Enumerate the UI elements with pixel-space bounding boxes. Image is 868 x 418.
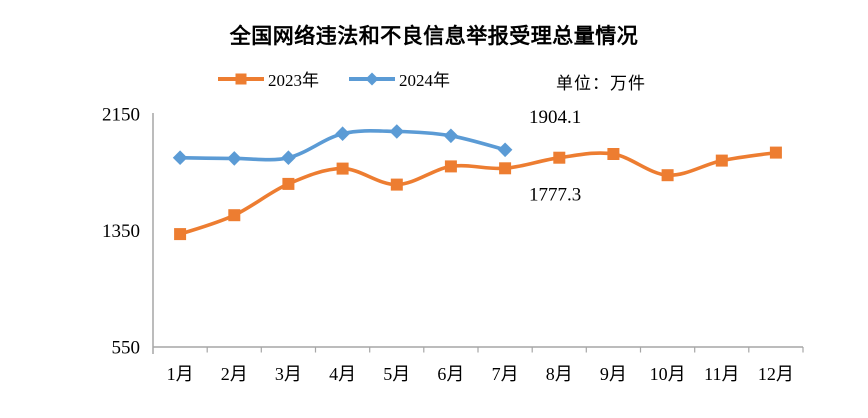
data-point-square-marker (499, 162, 512, 175)
data-point-square-marker (444, 160, 457, 173)
x-tick-label: 4月 (329, 364, 356, 384)
x-tick-label: 7月 (492, 364, 519, 384)
data-point-square-marker (336, 162, 349, 175)
data-point-square-marker (553, 151, 566, 164)
series-2024年: 1904.1 (172, 107, 581, 166)
data-point-square-marker (282, 177, 295, 190)
chart-title: 全国网络违法和不良信息举报受理总量情况 (229, 25, 639, 48)
data-point-diamond-marker (281, 150, 296, 165)
x-tick-label: 1月 (167, 364, 194, 384)
data-point-diamond-marker (389, 124, 405, 139)
data-point-diamond-marker (443, 128, 459, 144)
series-line (178, 150, 778, 236)
data-label: 1777.3 (529, 184, 581, 205)
x-tick-label: 6月 (437, 364, 464, 384)
y-tick-label: 1350 (102, 221, 140, 242)
series-2023年: 1777.3 (174, 146, 782, 241)
data-point-diamond-marker (497, 142, 513, 158)
data-point-square-marker (390, 178, 403, 191)
legend: 2023年 2024年 (218, 66, 450, 91)
data-point-square-marker (715, 154, 728, 167)
unit-label: 单位：万件 (556, 74, 646, 93)
y-tick-label: 550 (112, 338, 141, 359)
data-point-square-marker (769, 146, 782, 159)
x-tick-label: 2月 (221, 364, 248, 384)
legend-item-2024: 2024年 (349, 66, 450, 91)
data-point-diamond-marker (227, 151, 242, 166)
x-tick-label: 3月 (275, 364, 302, 384)
y-tick-label: 2150 (102, 105, 140, 126)
data-point-square-marker (661, 169, 674, 182)
legend-label-2024: 2024年 (399, 71, 450, 90)
x-tick-label: 11月 (704, 364, 739, 384)
legend-label-2023: 2023年 (268, 71, 319, 90)
data-point-square-marker (174, 228, 187, 241)
x-tick-label: 8月 (546, 364, 573, 384)
legend-diamond-marker-icon (349, 71, 395, 87)
x-tick-label: 10月 (650, 364, 686, 384)
x-tick-label: 9月 (600, 364, 627, 384)
x-tick-label: 5月 (383, 364, 410, 384)
data-label: 1904.1 (529, 107, 581, 128)
legend-square-marker-icon (218, 71, 264, 87)
data-point-square-marker (228, 209, 241, 222)
data-point-diamond-marker (172, 150, 188, 165)
legend-item-2023: 2023年 (218, 66, 319, 91)
x-tick-label: 12月 (758, 364, 794, 384)
data-point-diamond-marker (335, 126, 350, 141)
data-point-square-marker (607, 148, 620, 160)
